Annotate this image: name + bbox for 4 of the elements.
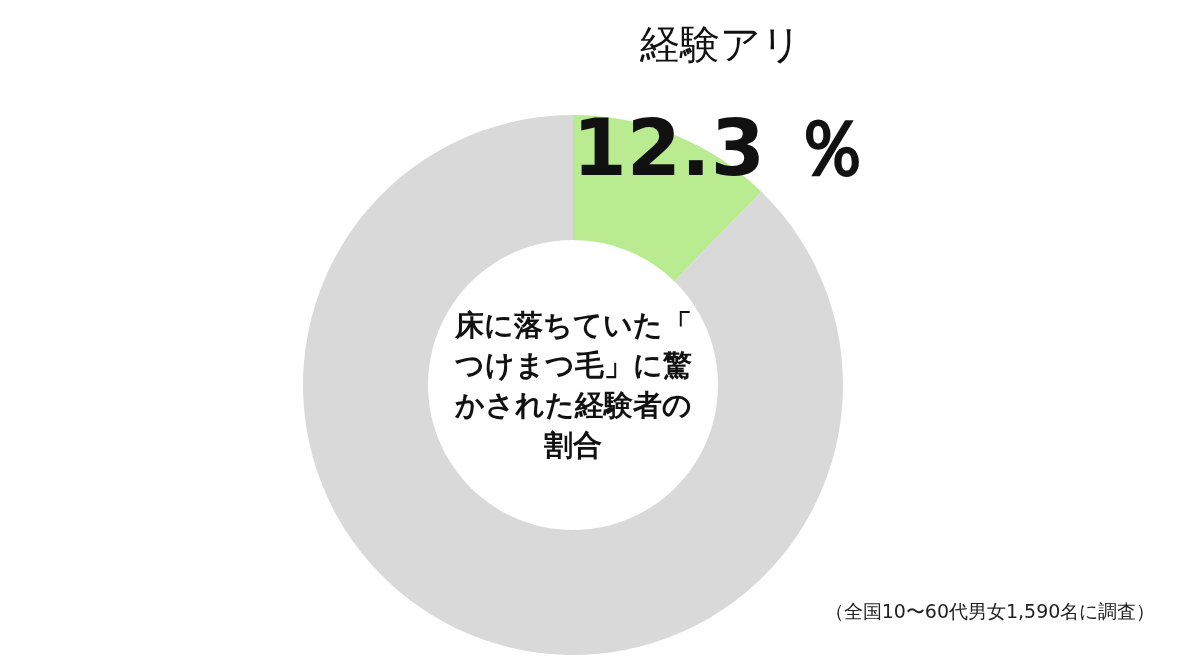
text: （全国10〜60代男女1,590名に調査） xyxy=(824,600,1156,622)
text: 床に落ちていた「つけまつ毛」に驚かされた経験者の割合 xyxy=(453,308,692,462)
slice-label: 経験アリ xyxy=(639,21,803,67)
data-label: 12.3 ％ xyxy=(572,103,871,193)
